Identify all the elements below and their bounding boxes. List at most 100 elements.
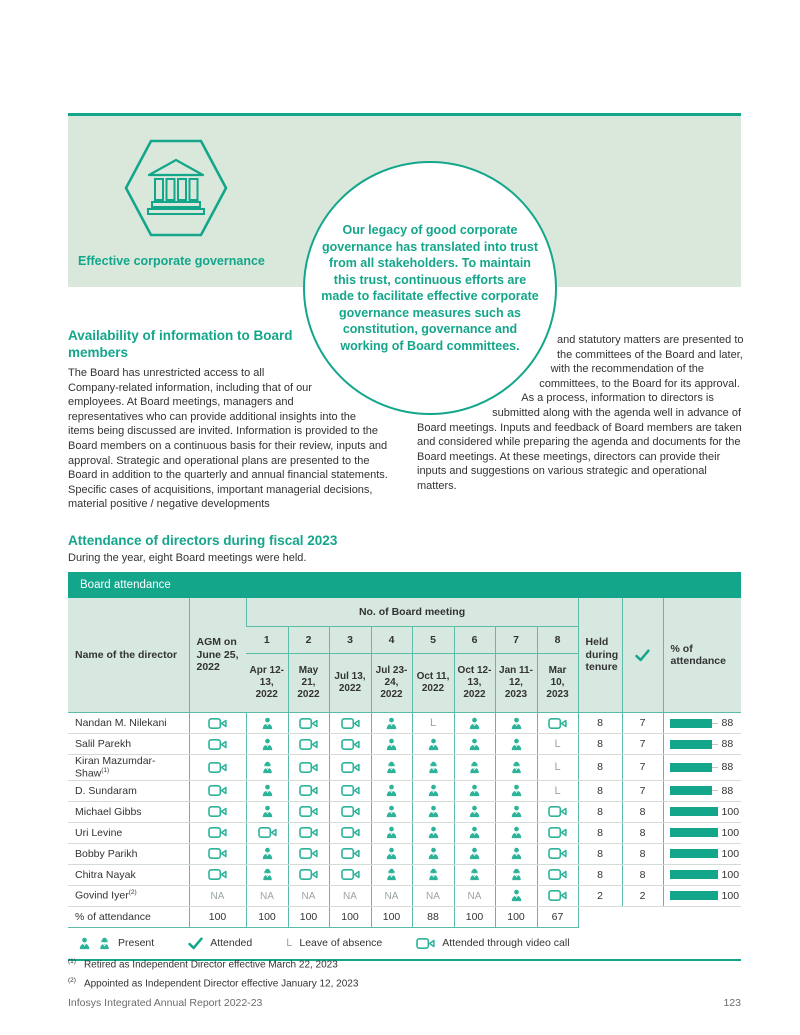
person-icon (469, 826, 480, 839)
video-call-icon (208, 717, 227, 729)
attendance-cell (370, 780, 412, 802)
attendance-cell (453, 733, 495, 755)
not-applicable-mark: NA (343, 890, 357, 902)
attendance-cell (245, 780, 288, 802)
person-icon (262, 738, 272, 750)
meeting-date: Jan 11-12, 2023 (494, 653, 537, 713)
table-title-bar: Board attendance (68, 572, 741, 598)
check-icon (188, 936, 203, 949)
attendance-cell (370, 801, 412, 823)
attendance-cell: NA (453, 885, 495, 907)
check-icon (635, 648, 650, 661)
attendance-cell (188, 754, 246, 781)
col-header-pct: % of attendance (662, 598, 742, 713)
person-icon (262, 847, 272, 860)
pct-row-label: % of attendance (68, 906, 189, 928)
held-during-tenure: 2 (577, 885, 623, 907)
attendance-cell (328, 712, 371, 734)
video-call-icon (340, 717, 360, 729)
director-name: Nandan M. Nilekani (68, 712, 189, 734)
video-call-icon (548, 889, 567, 901)
page-number: 123 (723, 997, 741, 1009)
person-icon (428, 847, 438, 860)
attendance-cell (494, 843, 537, 865)
not-applicable-mark: NA (384, 890, 399, 902)
attendance-cell: NA (245, 885, 288, 907)
attendance-cell (188, 843, 246, 865)
attendance-cell (536, 712, 579, 734)
leave-of-absence-mark: L (286, 937, 293, 949)
attendance-cell (245, 754, 288, 781)
attendance-bar: 88 (666, 717, 740, 729)
attendance-cell (453, 864, 495, 886)
attendance-bar: 88 (666, 738, 740, 750)
table-legend: Present Attended L Leave of absence Attended… (68, 928, 741, 961)
video-call-icon (340, 738, 360, 750)
table-row: Chitra Nayak 8 8 100 (68, 864, 742, 886)
legend-item: L Leave of absence (286, 937, 382, 949)
attendance-cell (453, 712, 495, 734)
table-row: Uri Levine 8 8 100 (68, 822, 742, 844)
attendance-cell (494, 733, 537, 755)
attendance-cell (287, 733, 329, 755)
attendance-cell (536, 822, 579, 844)
attendance-cell (188, 864, 246, 886)
director-name: D. Sundaram (68, 780, 189, 802)
attendance-bar: 88 (666, 761, 740, 773)
not-applicable-mark: NA (210, 890, 225, 902)
video-call-icon (299, 761, 318, 773)
attendance-cell (536, 864, 579, 886)
footnote: (1) Retired as Independent Director effec… (68, 958, 358, 970)
attendance-cell: L (536, 754, 579, 781)
attendance-cell (328, 733, 371, 755)
table-row: D. Sundaram L 8 7 88 (68, 780, 742, 802)
table-row: Bobby Parikh 8 8 100 (68, 843, 742, 865)
attendance-cell (411, 733, 454, 755)
attendance-cell: L (536, 780, 579, 802)
attendance-cell (494, 822, 537, 844)
held-during-tenure: 8 (577, 733, 623, 755)
meeting-date: Oct 12-13, 2022 (453, 653, 495, 713)
person-icon (386, 805, 397, 818)
video-call-icon (340, 868, 360, 880)
meeting-pct-value: 100 (245, 906, 288, 928)
video-call-icon (548, 826, 567, 838)
legend-label: Leave of absence (299, 937, 383, 949)
video-call-icon (208, 868, 227, 880)
table-row: Govind Iyer(2) NA NA NA NA NA NA NA 2 2 100 (68, 885, 742, 907)
director-name: Uri Levine (68, 822, 189, 844)
video-call-icon (208, 761, 227, 773)
attendance-pct-value: 100 (721, 826, 740, 839)
meeting-date: Mar 10, 2023 (536, 653, 579, 713)
table-row: Michael Gibbs 8 8 100 (68, 801, 742, 823)
attendance-cell (287, 822, 329, 844)
board-attendance-table: Name of the director AGM on June 25, 202… (68, 598, 742, 928)
legend-item: Present (78, 937, 154, 950)
attendance-cell (453, 822, 495, 844)
table-header-row-1: Name of the director AGM on June 25, 202… (68, 598, 742, 713)
attendance-cell (328, 780, 371, 802)
attendance-cell (287, 754, 329, 781)
video-call-icon (208, 847, 227, 859)
person-icon (469, 784, 480, 797)
video-call-icon (208, 805, 227, 817)
meeting-pct-value: 100 (370, 906, 412, 928)
attendance-cell (453, 801, 495, 823)
person-female-icon (387, 761, 396, 773)
attendance-cell (494, 780, 537, 802)
attendance-cell (328, 864, 371, 886)
attendance-cell (370, 712, 412, 734)
page-footer: Infosys Integrated Annual Report 2022-23… (68, 997, 741, 1009)
person-icon (469, 717, 480, 729)
attendance-pct-value: 88 (721, 738, 734, 750)
director-name: Chitra Nayak (68, 864, 189, 886)
attendance-bar: 88 (666, 785, 740, 797)
leave-of-absence-mark: L (554, 738, 561, 750)
attendance-cell (411, 780, 454, 802)
col-header-name: Name of the director (68, 598, 189, 713)
person-female-icon (511, 761, 521, 773)
attendance-cell (245, 822, 288, 844)
attendance-cell (245, 801, 288, 823)
attendance-cell (370, 822, 412, 844)
person-female-icon (100, 937, 109, 949)
